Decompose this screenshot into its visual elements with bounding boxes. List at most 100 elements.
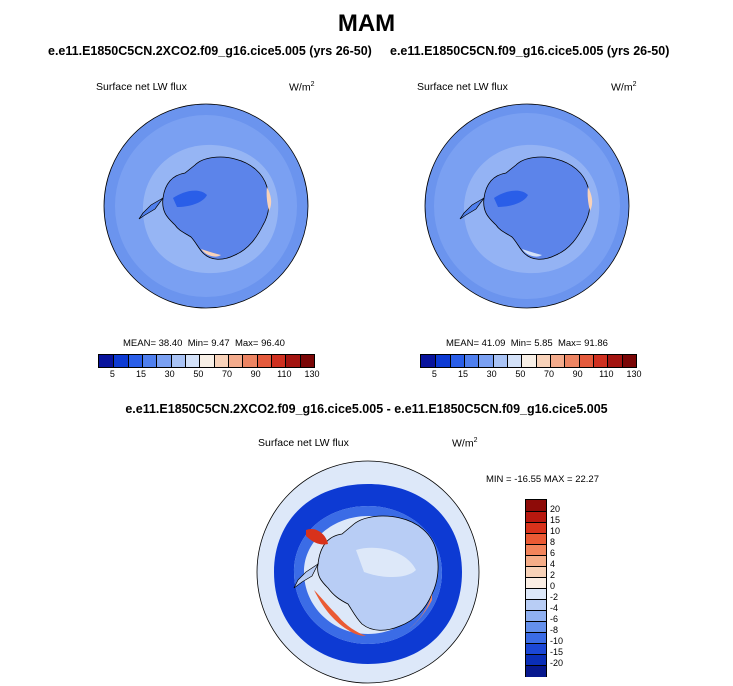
diff-colorbar-cell [526, 566, 546, 578]
diff-colorbar-tick-label: -15 [550, 647, 564, 657]
panel1-colorbar-cell [199, 355, 215, 367]
panel2-colorbar-cell [478, 355, 494, 367]
panel1-colorbar [98, 354, 315, 368]
diff-colorbar-tick-label: -4 [550, 603, 559, 613]
diff-colorbar-cell [526, 632, 546, 644]
diff-colorbar-tick-label: 6 [550, 548, 556, 558]
ross-ice-shelf-high [522, 249, 542, 257]
panel1-units: W/m2 [289, 81, 315, 94]
diff-colorbar-cell [526, 599, 546, 611]
panel1-colorbar-cell [156, 355, 172, 367]
panel2-colorbar-cell [578, 355, 594, 367]
diff-colorbar-tick-label: 15 [550, 515, 561, 525]
diff-colorbar-tick-label: 8 [550, 537, 556, 547]
cold-interior [494, 190, 528, 207]
panel2-colorbar [420, 354, 637, 368]
panel2-units: W/m2 [611, 81, 637, 94]
panel2-colorbar-cell [464, 355, 479, 367]
diff-colorbar-tick-label: 20 [550, 504, 561, 514]
panel2-colorbar-cell [607, 355, 623, 367]
panel1-colorbar-cell [113, 355, 129, 367]
warm-coast-east [587, 187, 593, 211]
diff-colorbar-tick-label: 2 [550, 570, 556, 580]
panel1-polar-map [103, 103, 309, 309]
panel2-colorbar-cell [421, 355, 436, 367]
panel1-colorbar-labels: 5 15 30 50 70 90 110 130 [98, 369, 320, 381]
panel1-colorbar-cell [185, 355, 200, 367]
panel2-colorbar-cell [535, 355, 551, 367]
diff-colorbar [525, 499, 547, 677]
panel2-colorbar-cell [550, 355, 565, 367]
panel1-colorbar-tick-label: 5 [109, 369, 115, 379]
diff-colorbar-tick-label: -2 [550, 592, 559, 602]
diff-minmax: MIN = -16.55 MAX = 22.27 [486, 474, 600, 485]
panel2-colorbar-cell [449, 355, 465, 367]
panel1-colorbar-cell [142, 355, 157, 367]
diff-colorbar-tick-label: -20 [550, 658, 564, 668]
panel2-colorbar-cell [521, 355, 537, 367]
panel2-colorbar-tick-label: 50 [515, 369, 526, 379]
panel2-colorbar-cell [492, 355, 508, 367]
panel1-colorbar-cell [285, 355, 301, 367]
diff-colorbar-cell [526, 533, 546, 545]
interior-mixed [356, 547, 416, 577]
panel2-field-label: Surface net LW flux [417, 81, 508, 93]
warm-coast-east [266, 187, 272, 211]
panel2-colorbar-cell [621, 355, 637, 367]
panel2-colorbar-tick-label: 30 [486, 369, 497, 379]
panel1-colorbar-cell [299, 355, 315, 367]
panel1-stats: MEAN= 38.40 Min= 9.47 Max= 96.40 [123, 338, 285, 349]
diff-colorbar-cell [526, 654, 546, 666]
panel1-colorbar-cell [242, 355, 258, 367]
diff-colorbar-cell [526, 665, 546, 677]
panel1-field-label: Surface net LW flux [96, 81, 187, 93]
diff-colorbar-cell [526, 610, 546, 622]
diff-colorbar-tick-label: 10 [550, 526, 561, 536]
panel2-colorbar-tick-label: 5 [431, 369, 437, 379]
panel1-colorbar-tick-label: 70 [221, 369, 232, 379]
diff-colorbar-tick-label: 0 [550, 581, 556, 591]
diff-colorbar-tick-label: -8 [550, 625, 559, 635]
diff-units: W/m2 [452, 437, 478, 450]
panel2-colorbar-tick-label: 15 [457, 369, 468, 379]
diff-colorbar-cell [526, 555, 546, 567]
diff-colorbar-cell [526, 544, 546, 556]
panel2-colorbar-tick-label: 130 [626, 369, 642, 379]
panel2-colorbar-cell [507, 355, 522, 367]
diff-colorbar-tick-label: -10 [550, 636, 564, 646]
ross-ice-shelf-high [201, 249, 221, 257]
diff-colorbar-labels: 20 15 10 8 6 4 2 0 -2 -4 -6 -8 -10 -15 -20 [550, 499, 580, 675]
panel1-colorbar-cell [127, 355, 143, 367]
panel1-colorbar-tick-label: 110 [277, 369, 292, 379]
diff-polar-map [256, 460, 480, 684]
diff-colorbar-cell [526, 621, 546, 633]
figure-title: MAM [337, 10, 396, 37]
panel2-colorbar-labels: 5 15 30 50 70 90 110 130 [420, 369, 642, 381]
panel1-colorbar-tick-label: 90 [250, 369, 261, 379]
panel1-colorbar-tick-label: 15 [135, 369, 146, 379]
antarctic-peninsula [293, 562, 319, 589]
panel1-case-title: e.e11.E1850C5CN.2XCO2.f09_g16.cice5.005 … [48, 44, 372, 58]
antarctic-peninsula [459, 197, 485, 220]
panel1-colorbar-tick-label: 50 [193, 369, 204, 379]
panel2-colorbar-cell [435, 355, 451, 367]
antarctica-land [483, 156, 591, 260]
panel1-colorbar-cell [271, 355, 286, 367]
panel1-colorbar-tick-label: 30 [164, 369, 175, 379]
panel1-colorbar-cell [256, 355, 272, 367]
antarctic-peninsula [138, 197, 164, 220]
panel1-colorbar-cell [228, 355, 243, 367]
panel2-case-title: e.e11.E1850C5CN.f09_g16.cice5.005 (yrs 2… [390, 44, 670, 58]
panel1-colorbar-cell [99, 355, 114, 367]
panel2-colorbar-tick-label: 90 [572, 369, 583, 379]
diff-colorbar-cell [526, 588, 546, 600]
antarctica-land [162, 156, 270, 260]
diff-colorbar-cell [526, 643, 546, 655]
panel1-colorbar-cell [170, 355, 186, 367]
panel2-colorbar-tick-label: 70 [543, 369, 554, 379]
diff-colorbar-tick-label: -6 [550, 614, 559, 624]
cold-interior [173, 190, 207, 207]
panel2-polar-map [424, 103, 630, 309]
warming-weddell [306, 528, 328, 545]
diff-colorbar-cell [526, 522, 546, 534]
